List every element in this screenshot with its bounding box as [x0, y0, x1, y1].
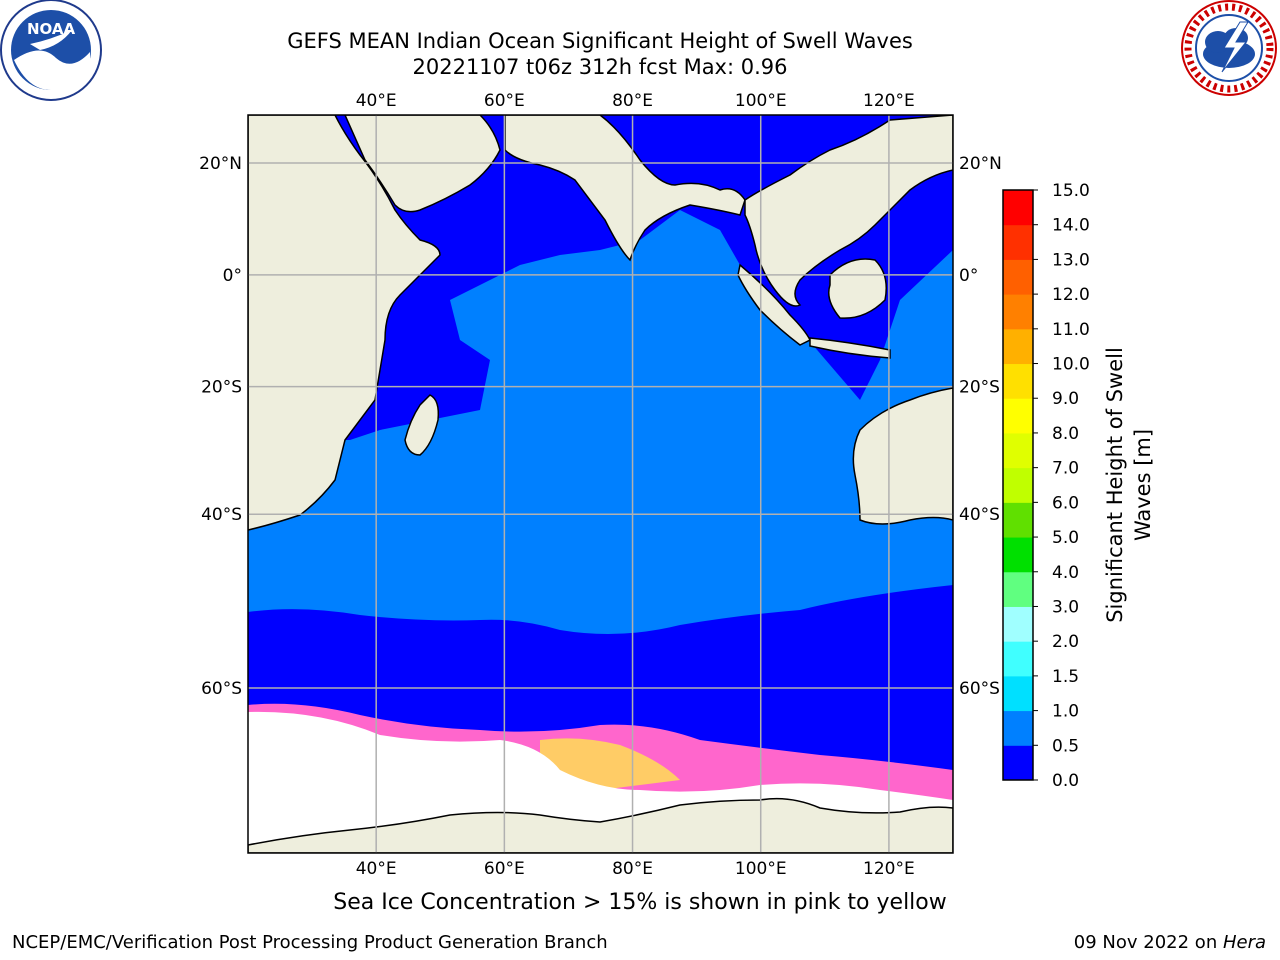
colorbar-tick-label: 12.0: [1052, 285, 1090, 305]
sumatra-land: [737, 263, 812, 346]
colorbar-swatch: [1003, 328, 1033, 365]
colorbar-swatch: [1003, 710, 1033, 746]
map-area: [248, 115, 953, 853]
colorbar-swatch: [1003, 294, 1033, 330]
map-frame: [247, 114, 954, 854]
india-land: [504, 115, 746, 262]
colorbar-swatch: [1003, 571, 1033, 607]
java-land: [809, 337, 891, 359]
lat-label-left: 20°S: [201, 378, 242, 398]
lat-labels-left: 20°N 0° 20°S 40°S 60°S: [199, 154, 242, 699]
colorbar-swatch: [1003, 537, 1033, 573]
colorbar-swatch: [1003, 675, 1033, 712]
lon-labels-bottom: 40°E 60°E 80°E 100°E 120°E: [356, 859, 915, 879]
colorbar-swatch: [1003, 606, 1033, 642]
colorbar-tick-label: 15.0: [1052, 181, 1090, 201]
map-title: GEFS MEAN Indian Ocean Significant Heigh…: [287, 29, 913, 53]
colorbar-tick-label: 14.0: [1052, 216, 1090, 236]
footer-branch: NCEP/EMC/Verification Post Processing Pr…: [12, 932, 608, 953]
noaa-logo-icon: NOAA: [0, 0, 102, 101]
colorbar-tick-label: 0.0: [1052, 771, 1079, 791]
lat-label-right: 20°N: [959, 154, 1002, 174]
footer-host: Hera: [1222, 932, 1266, 953]
colorbar-tick-label: 9.0: [1052, 389, 1079, 409]
colorbar-swatch: [1003, 745, 1033, 781]
colorbar-tick-label: 0.5: [1052, 736, 1079, 756]
colorbar-title-line1: Significant Height of Swell: [1103, 347, 1127, 623]
borneo-land: [828, 258, 887, 319]
colorbar-swatch: [1003, 502, 1033, 538]
lon-label-bottom: 100°E: [735, 859, 787, 879]
lon-label-top: 120°E: [863, 91, 915, 111]
lat-label-left: 40°S: [201, 505, 242, 525]
colorbar-tick-label: 11.0: [1052, 320, 1090, 340]
lat-label-right: 20°S: [959, 378, 1000, 398]
lat-label-left: 20°N: [199, 154, 242, 174]
sea-ice-note: Sea Ice Concentration > 15% is shown in …: [333, 890, 947, 915]
lat-label-left: 60°S: [201, 679, 242, 699]
noaa-logo-text: NOAA: [27, 20, 76, 38]
lat-label-right: 0°: [959, 266, 978, 286]
colorbar-swatch: [1003, 224, 1033, 260]
colorbar-tick-label: 13.0: [1052, 250, 1090, 270]
colorbar-tick-label: 1.0: [1052, 702, 1079, 722]
colorbar-swatch: [1003, 363, 1033, 399]
colorbar: 0.0 0.5 1.0 1.5 2.0 3.0 4.0 5.0 6.0 7.0 8.0 9.0 10.0…: [1002, 181, 1090, 791]
colorbar-frame: [1002, 189, 1034, 781]
lon-labels-top: 40°E 60°E 80°E 100°E 120°E: [356, 91, 915, 111]
colorbar-tick-label: 7.0: [1052, 459, 1079, 479]
colorbar-tick-label: 4.0: [1052, 563, 1079, 583]
colorbar-swatch: [1003, 190, 1033, 226]
lat-labels-right: 20°N 0° 20°S 40°S 60°S: [959, 154, 1002, 699]
colorbar-swatch: [1003, 398, 1033, 434]
colorbar-tick-label: 2.0: [1052, 632, 1079, 652]
antarctica-land: [248, 797, 953, 853]
colorbar-title-line2: Waves [m]: [1131, 429, 1155, 541]
lon-label-bottom: 120°E: [863, 859, 915, 879]
colorbar-tick-label: 8.0: [1052, 424, 1079, 444]
lon-label-bottom: 80°E: [612, 859, 653, 879]
colorbar-tick-label: 1.5: [1052, 667, 1079, 687]
map-subtitle: 20221107 t06z 312h fcst Max: 0.96: [412, 55, 788, 79]
lon-label-top: 80°E: [612, 91, 653, 111]
colorbar-swatch: [1003, 259, 1033, 295]
footer-date-text: 09 Nov 2022 on: [1073, 932, 1223, 953]
lat-label-right: 60°S: [959, 679, 1000, 699]
colorbar-swatch: [1003, 641, 1033, 677]
nws-logo-icon: [1181, 0, 1277, 96]
colorbar-tick-label: 5.0: [1052, 528, 1079, 548]
colorbar-swatch: [1003, 467, 1033, 503]
lon-label-top: 40°E: [356, 91, 397, 111]
colorbar-tick-label: 6.0: [1052, 493, 1079, 513]
africa-land: [248, 115, 441, 531]
madagascar-land: [404, 394, 440, 456]
map-gridlines: [248, 115, 953, 853]
colorbar-tick-label: 10.0: [1052, 355, 1090, 375]
lon-label-top: 60°E: [484, 91, 525, 111]
australia-land: [852, 387, 953, 525]
colorbar-tick-label: 3.0: [1052, 597, 1079, 617]
lon-label-bottom: 60°E: [484, 859, 525, 879]
lat-label-left: 0°: [223, 266, 242, 286]
lon-label-top: 100°E: [735, 91, 787, 111]
lon-label-bottom: 40°E: [356, 859, 397, 879]
lat-label-right: 40°S: [959, 505, 1000, 525]
footer-date: 09 Nov 2022 on Hera: [1074, 932, 1266, 953]
colorbar-swatch: [1003, 432, 1033, 469]
